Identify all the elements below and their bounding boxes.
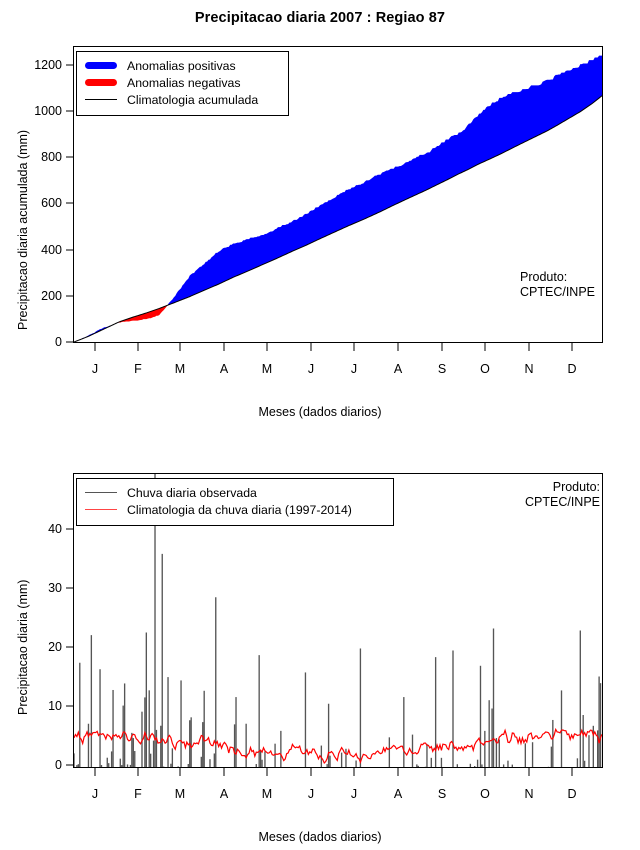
bottom-xtick-oct: O bbox=[480, 787, 490, 801]
anomaly-band bbox=[113, 323, 115, 325]
bottom-xtick-feb: F bbox=[134, 787, 142, 801]
anomaly-band bbox=[115, 304, 169, 324]
anomaly-band bbox=[114, 323, 116, 325]
bottom-ytick-0: 0 bbox=[55, 758, 62, 772]
legend-label-climatology-accumulated: Climatologia acumulada bbox=[127, 92, 259, 107]
top-ytick-1000: 1000 bbox=[34, 104, 62, 118]
legend-item-observed-rain: Chuva diaria observada bbox=[84, 484, 385, 501]
legend-item-daily-climatology: Climatologia da chuva diaria (1997-2014) bbox=[84, 501, 385, 518]
bottom-ytick-40: 40 bbox=[48, 522, 62, 536]
top-ytick-600: 600 bbox=[41, 196, 62, 210]
top-ytick-200: 200 bbox=[41, 289, 62, 303]
bottom-produto-note: Produto: CPTEC/INPE bbox=[524, 480, 600, 509]
top-xtick-aug: A bbox=[393, 362, 403, 376]
bottom-xtick-jul: J bbox=[350, 787, 358, 801]
bottom-ytick-10: 10 bbox=[48, 699, 62, 713]
top-xtick-may: M bbox=[261, 362, 273, 376]
top-ytick-0: 0 bbox=[55, 335, 62, 349]
bottom-xtick-may: M bbox=[261, 787, 273, 801]
bottom-xtick-jun: J bbox=[307, 787, 315, 801]
bottom-ytick-30: 30 bbox=[48, 581, 62, 595]
bottom-legend: Chuva diaria observada Climatologia da c… bbox=[76, 478, 394, 526]
top-xtick-apr: A bbox=[219, 362, 229, 376]
bottom-xtick-mar: M bbox=[174, 787, 186, 801]
legend-label-negative-anomaly: Anomalias negativas bbox=[127, 75, 241, 90]
top-xtick-jan: J bbox=[91, 362, 99, 376]
legend-label-daily-climatology: Climatologia da chuva diaria (1997-2014) bbox=[127, 502, 352, 517]
legend-item-positive-anomaly: Anomalias positivas bbox=[84, 57, 280, 74]
bottom-xtick-jan: J bbox=[91, 787, 99, 801]
top-y-axis-label: Precipitacao diaria acumulada (mm) bbox=[16, 129, 30, 330]
top-xtick-dec: D bbox=[567, 362, 577, 376]
top-produto-note: Produto: CPTEC/INPE bbox=[520, 270, 596, 299]
bottom-xtick-nov: N bbox=[524, 787, 534, 801]
legend-label-observed-rain: Chuva diaria observada bbox=[127, 485, 257, 500]
page-title: Precipitacao diaria 2007 : Regiao 87 bbox=[194, 10, 446, 26]
blue-line-icon bbox=[84, 62, 118, 69]
red-thin-line-icon bbox=[84, 509, 118, 510]
top-xtick-mar: M bbox=[174, 362, 186, 376]
top-x-axis-label: Meses (dados diarios) bbox=[258, 405, 382, 419]
legend-item-negative-anomaly: Anomalias negativas bbox=[84, 74, 280, 91]
daily-climatology-line bbox=[74, 727, 602, 765]
gray-line-icon bbox=[84, 492, 118, 493]
bottom-xtick-apr: A bbox=[219, 787, 229, 801]
anomaly-band bbox=[79, 324, 114, 340]
top-legend: Anomalias positivas Anomalias negativas … bbox=[76, 51, 289, 116]
legend-item-climatology-accumulated: Climatologia acumulada bbox=[84, 91, 280, 108]
red-line-icon bbox=[84, 79, 118, 86]
bottom-x-axis-label: Meses (dados diarios) bbox=[258, 830, 382, 844]
top-xtick-jun: J bbox=[307, 362, 315, 376]
bottom-panel: 40 30 20 10 0 J F M A M J J A S O N D Pr… bbox=[0, 425, 640, 850]
top-xtick-nov: N bbox=[524, 362, 534, 376]
climatology-accumulated-line bbox=[74, 95, 602, 342]
anomaly-band bbox=[74, 340, 79, 342]
top-ytick-1200: 1200 bbox=[34, 58, 62, 72]
bottom-y-axis-label: Precipitacao diaria (mm) bbox=[16, 579, 30, 715]
top-xtick-sep: S bbox=[437, 362, 447, 376]
bottom-xtick-aug: A bbox=[393, 787, 403, 801]
top-panel: 1200 1000 800 600 400 200 0 J F M A M J … bbox=[16, 46, 603, 419]
bottom-xtick-sep: S bbox=[437, 787, 447, 801]
top-ytick-800: 800 bbox=[41, 150, 62, 164]
top-xtick-feb: F bbox=[134, 362, 142, 376]
top-ytick-400: 400 bbox=[41, 243, 62, 257]
black-line-icon bbox=[84, 99, 118, 100]
bottom-xtick-dec: D bbox=[567, 787, 577, 801]
top-xtick-jul: J bbox=[350, 362, 358, 376]
legend-label-positive-anomaly: Anomalias positivas bbox=[127, 58, 236, 73]
bottom-ytick-20: 20 bbox=[48, 640, 62, 654]
anomaly-band bbox=[78, 339, 80, 341]
top-xtick-oct: O bbox=[480, 362, 490, 376]
